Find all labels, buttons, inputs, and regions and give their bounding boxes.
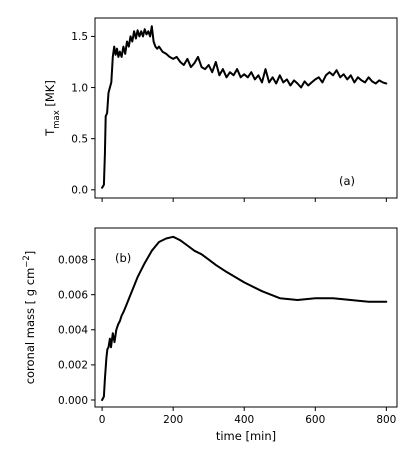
x-tick-label: 800 <box>376 414 396 426</box>
y-axis-label-unit: ] <box>23 251 37 256</box>
plot-frame <box>94 17 398 199</box>
y-axis-label-unit: [MK] <box>43 80 57 110</box>
y-axis-label-subscript: max <box>52 110 62 129</box>
series-line <box>101 235 388 401</box>
y-tick-label: 0.002 <box>58 360 88 372</box>
x-tick-label: 600 <box>305 414 325 426</box>
y-tick-label: 1.5 <box>71 31 88 43</box>
plot-frame <box>94 227 398 408</box>
x-tick-label: 400 <box>234 414 254 426</box>
y-tick-label: 0.008 <box>58 254 88 266</box>
y-tick-label: 1.0 <box>71 82 88 94</box>
y-tick-label: 0.0 <box>71 185 88 197</box>
panel-a: 0.0 0.5 1.0 1.5 (a) Tmax [MK] <box>43 17 398 202</box>
y-tick-label: 0.006 <box>58 289 88 301</box>
y-axis-label-superscript: −2 <box>22 255 32 268</box>
y-tick-label: 0.000 <box>58 395 88 407</box>
panel-label: (a) <box>339 174 355 188</box>
y-tick-label: 0.5 <box>71 133 88 145</box>
series-line <box>101 25 388 189</box>
y-axis-label: coronal mass [ g cm−2] <box>22 251 37 385</box>
y-axis-label-main: coronal mass [ g cm <box>23 268 37 385</box>
x-tick-label: 200 <box>163 414 183 426</box>
y-axis-label: Tmax [MK] <box>43 80 62 137</box>
panel-label: (b) <box>115 251 131 265</box>
x-axis-label: time [min] <box>216 429 276 443</box>
y-axis-label-main: T <box>43 128 57 137</box>
x-tick-label: 0 <box>99 414 106 426</box>
y-tick-label: 0.004 <box>58 325 88 337</box>
